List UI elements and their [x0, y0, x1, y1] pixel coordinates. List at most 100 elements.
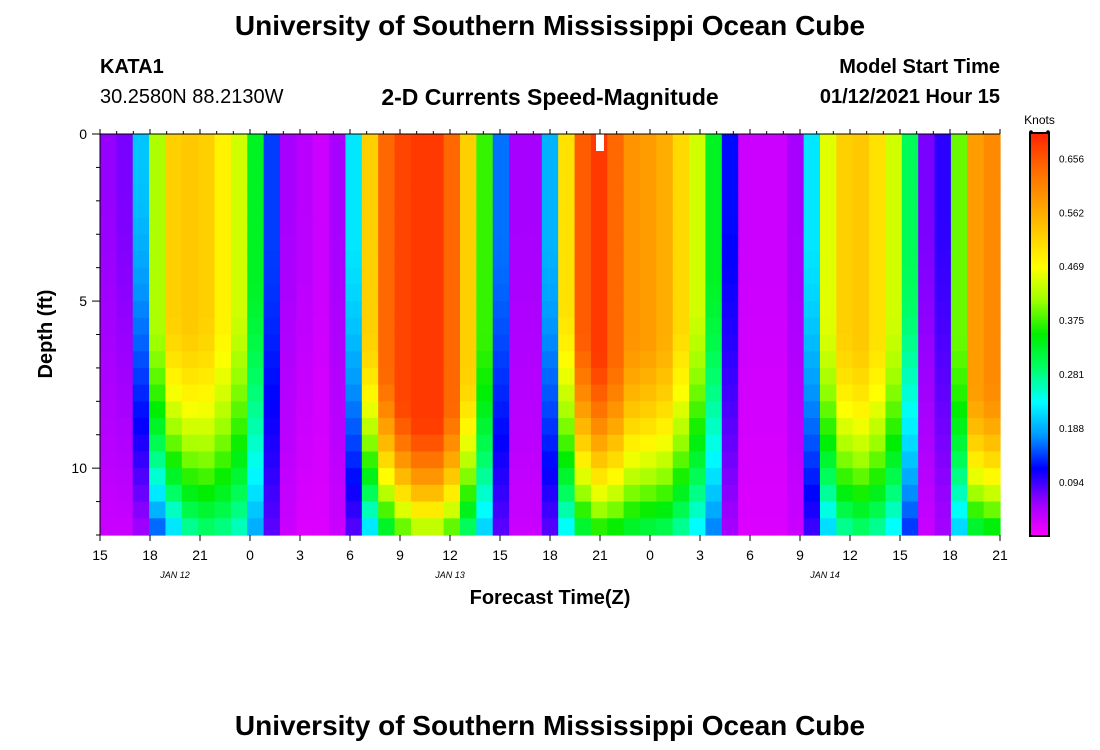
x-tick-label: 9 — [796, 547, 804, 563]
heatmap-cell — [983, 401, 1001, 419]
heatmap-cell — [427, 250, 445, 269]
heatmap-cell — [492, 284, 510, 302]
heatmap-cell — [149, 418, 167, 436]
heatmap-cell — [885, 167, 903, 185]
heatmap-cell — [296, 217, 314, 235]
heatmap-cell — [525, 434, 543, 453]
colorbar-tick-label: 0.281 — [1059, 370, 1084, 381]
heatmap-cell — [329, 184, 347, 202]
heatmap-cell — [672, 501, 690, 519]
heatmap-cell — [181, 401, 199, 419]
heatmap-cell — [623, 418, 641, 436]
heatmap-cell — [738, 217, 756, 235]
heatmap-cell — [640, 484, 657, 503]
heatmap-cell — [525, 384, 543, 402]
heatmap-cell — [787, 468, 805, 486]
heatmap-cell — [100, 501, 117, 519]
heatmap-cell — [443, 250, 461, 269]
heatmap-cell — [983, 200, 1001, 219]
heatmap-cell — [770, 284, 788, 302]
heatmap-cell — [460, 184, 477, 202]
heatmap-cell — [100, 518, 117, 536]
heatmap-cell — [705, 267, 723, 285]
heatmap-cell — [132, 317, 150, 336]
heatmap-cell — [460, 501, 477, 519]
heatmap-cell — [574, 334, 592, 352]
heatmap-cell — [476, 134, 494, 152]
heatmap-cell — [509, 267, 527, 285]
heatmap-cell — [100, 134, 117, 152]
heatmap-cell — [149, 384, 167, 402]
heatmap-cell — [230, 301, 248, 319]
heatmap-cell — [492, 167, 510, 185]
heatmap-cell — [803, 367, 821, 386]
heatmap-cell — [100, 317, 117, 336]
heatmap-cell — [607, 150, 625, 169]
heatmap-cell — [705, 184, 723, 202]
heatmap-cell — [558, 434, 576, 453]
heatmap-cell — [574, 367, 592, 386]
heatmap-cell — [967, 284, 985, 302]
heatmap-cell — [836, 451, 854, 469]
heatmap-cell — [672, 134, 690, 152]
heatmap-cell — [607, 401, 625, 419]
heatmap-cell — [869, 484, 887, 503]
heatmap-cell — [590, 284, 608, 302]
heatmap-cell — [541, 518, 559, 536]
heatmap-cell — [509, 134, 527, 152]
x-tick-label: 12 — [842, 547, 858, 563]
heatmap-cell — [329, 234, 347, 252]
heatmap-cell — [460, 217, 477, 235]
heatmap-cell — [181, 250, 199, 269]
heatmap-cell — [116, 250, 134, 269]
heatmap-cell — [836, 200, 854, 219]
heatmap-cell — [541, 301, 559, 319]
heatmap-cell — [312, 301, 330, 319]
heatmap-cell — [100, 468, 117, 486]
heatmap-cell — [165, 150, 183, 169]
heatmap-cell — [934, 367, 952, 386]
heatmap-cell — [263, 301, 281, 319]
heatmap-cell — [607, 267, 625, 285]
heatmap-cell — [574, 134, 592, 152]
heatmap-cell — [852, 134, 870, 152]
heatmap-cell — [590, 200, 608, 219]
heatmap-cell — [214, 401, 232, 419]
colorbar-tick-label: 0.656 — [1059, 154, 1084, 165]
heatmap-cell — [492, 200, 510, 219]
heatmap-cell — [934, 284, 952, 302]
heatmap-cell — [541, 451, 559, 469]
heatmap-cell — [181, 284, 199, 302]
heatmap-cell — [132, 484, 150, 503]
heatmap-cell — [672, 351, 690, 369]
heatmap-cell — [901, 234, 919, 252]
heatmap-cell — [885, 250, 903, 269]
heatmap-cell — [214, 317, 232, 336]
heatmap-cell — [165, 200, 183, 219]
heatmap-cell — [950, 167, 968, 185]
heatmap-cell — [787, 134, 805, 152]
heatmap-cell — [885, 317, 903, 336]
heatmap-cell — [869, 250, 887, 269]
heatmap-cell — [574, 200, 592, 219]
heatmap-cell — [721, 367, 739, 386]
heatmap-cell — [132, 200, 150, 219]
heatmap-cell — [345, 184, 363, 202]
heatmap-cell — [574, 284, 592, 302]
heatmap-cell — [312, 367, 330, 386]
x-axis-title: Forecast Time(Z) — [470, 587, 631, 609]
heatmap-cell — [329, 200, 347, 219]
date-label: JAN 14 — [809, 570, 840, 580]
heatmap-cell — [885, 184, 903, 202]
heatmap-cell — [754, 418, 772, 436]
heatmap-cell — [492, 184, 510, 202]
heatmap-cell — [721, 418, 739, 436]
heatmap-cell — [394, 234, 412, 252]
heatmap-cell — [836, 484, 854, 503]
heatmap-cell — [640, 150, 657, 169]
heatmap-cell — [787, 451, 805, 469]
heatmap-cell — [836, 501, 854, 519]
heatmap-cell — [640, 167, 657, 185]
heatmap-cell — [100, 334, 117, 352]
heatmap-cell — [476, 200, 494, 219]
